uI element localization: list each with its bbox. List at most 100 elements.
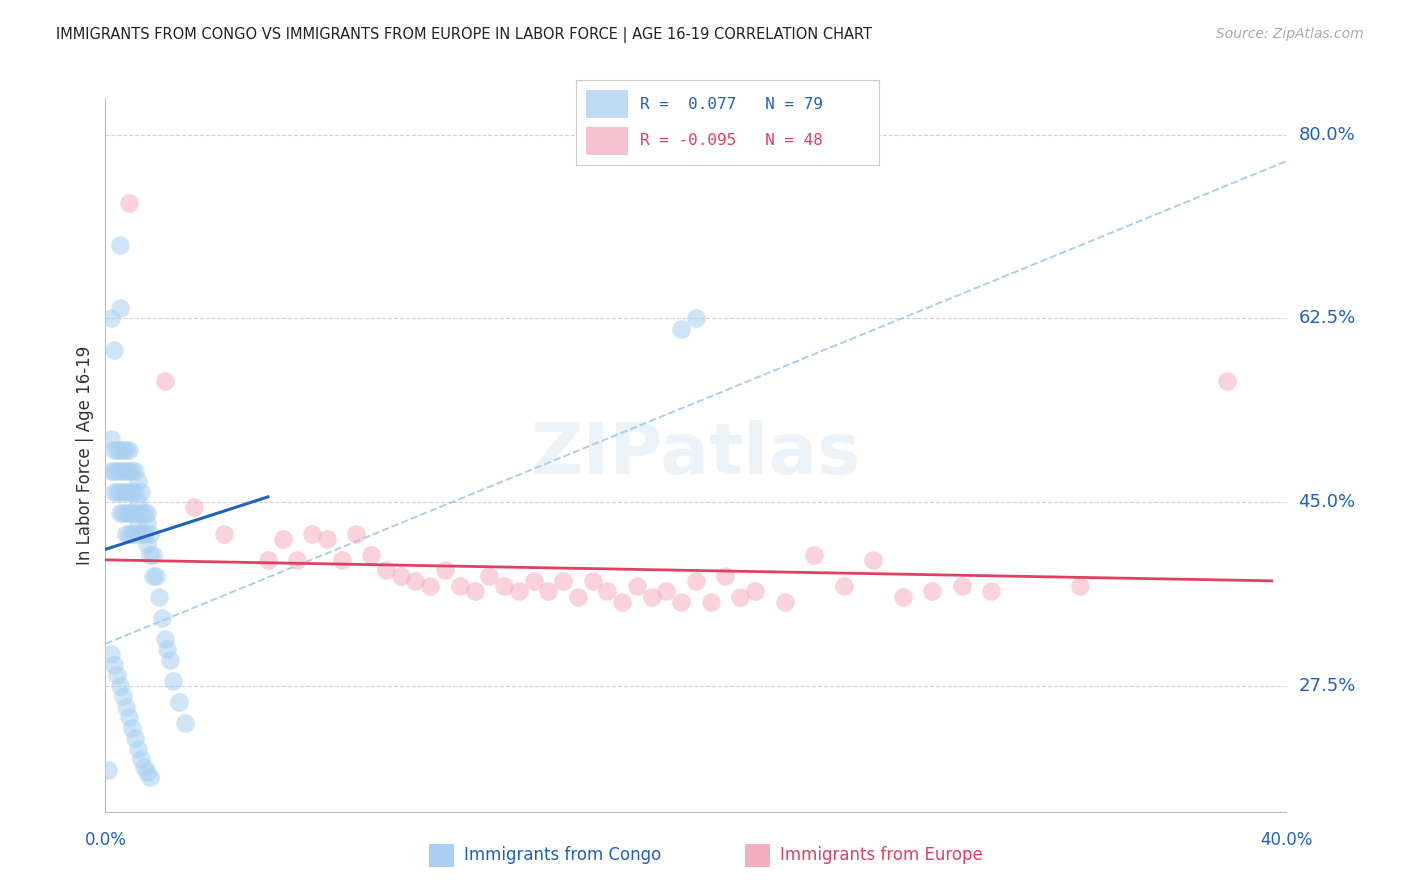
Point	[112, 442, 135, 457]
Point	[891, 590, 914, 604]
Text: 62.5%: 62.5%	[1298, 310, 1355, 327]
Text: R = -0.095   N = 48: R = -0.095 N = 48	[640, 134, 823, 148]
Point	[159, 652, 181, 666]
Point	[118, 710, 141, 724]
Point	[537, 584, 560, 599]
Point	[271, 532, 294, 546]
Point	[596, 584, 619, 599]
Point	[463, 584, 486, 599]
Point	[508, 584, 530, 599]
Point	[980, 584, 1002, 599]
Point	[610, 595, 633, 609]
Point	[132, 526, 155, 541]
Point	[115, 506, 138, 520]
Point	[148, 590, 170, 604]
Point	[1216, 375, 1239, 389]
Point	[127, 474, 149, 488]
Point	[714, 568, 737, 582]
Point	[121, 506, 143, 520]
Text: R =  0.077   N = 79: R = 0.077 N = 79	[640, 97, 823, 112]
Point	[103, 484, 125, 499]
Point	[110, 442, 132, 457]
Point	[135, 764, 157, 779]
Point	[832, 579, 855, 593]
Point	[110, 484, 132, 499]
Point	[374, 563, 396, 577]
Point	[118, 484, 141, 499]
Point	[315, 532, 337, 546]
Point	[105, 484, 128, 499]
Point	[803, 548, 825, 562]
Point	[127, 516, 149, 530]
Point	[301, 526, 323, 541]
Point	[419, 579, 441, 593]
Point	[110, 679, 132, 693]
Point	[153, 375, 176, 389]
Point	[950, 579, 973, 593]
Point	[118, 464, 141, 478]
Point	[112, 464, 135, 478]
Point	[330, 553, 353, 567]
Point	[256, 553, 278, 567]
Point	[115, 464, 138, 478]
Point	[153, 632, 176, 646]
Point	[162, 673, 184, 688]
Point	[655, 584, 678, 599]
Point	[581, 574, 603, 588]
Point	[142, 548, 165, 562]
Point	[118, 442, 141, 457]
Text: 40.0%: 40.0%	[1260, 830, 1313, 848]
Text: IMMIGRANTS FROM CONGO VS IMMIGRANTS FROM EUROPE IN LABOR FORCE | AGE 16-19 CORRE: IMMIGRANTS FROM CONGO VS IMMIGRANTS FROM…	[56, 27, 872, 43]
Point	[145, 568, 167, 582]
Point	[110, 506, 132, 520]
Point	[100, 464, 122, 478]
Point	[773, 595, 796, 609]
Point	[404, 574, 426, 588]
Point	[478, 568, 501, 582]
Point	[626, 579, 648, 593]
Point	[121, 721, 143, 735]
Point	[183, 500, 205, 515]
Point	[129, 506, 152, 520]
Point	[115, 484, 138, 499]
Point	[129, 752, 152, 766]
Point	[121, 484, 143, 499]
Point	[728, 590, 751, 604]
Point	[551, 574, 574, 588]
Point	[135, 537, 157, 551]
Point	[135, 506, 157, 520]
Point	[124, 484, 146, 499]
Bar	[585, 90, 628, 119]
Point	[862, 553, 884, 567]
Point	[360, 548, 382, 562]
Point	[115, 526, 138, 541]
Point	[100, 311, 122, 326]
Point	[212, 526, 235, 541]
Point	[112, 506, 135, 520]
Point	[115, 442, 138, 457]
Point	[492, 579, 515, 593]
Point	[124, 464, 146, 478]
Point	[100, 432, 122, 446]
Text: Immigrants from Congo: Immigrants from Congo	[464, 847, 661, 864]
Point	[129, 484, 152, 499]
Point	[135, 516, 157, 530]
Point	[129, 526, 152, 541]
Point	[671, 322, 693, 336]
Text: Source: ZipAtlas.com: Source: ZipAtlas.com	[1216, 27, 1364, 41]
Point	[699, 595, 723, 609]
Point	[132, 759, 155, 773]
Point	[522, 574, 544, 588]
Point	[115, 699, 138, 714]
Point	[156, 642, 179, 657]
Point	[112, 484, 135, 499]
Point	[124, 506, 146, 520]
Point	[150, 610, 173, 624]
Point	[105, 464, 128, 478]
Point	[567, 590, 589, 604]
Point	[138, 548, 160, 562]
Point	[121, 464, 143, 478]
Point	[142, 568, 165, 582]
Point	[169, 694, 191, 708]
Point	[103, 343, 125, 357]
